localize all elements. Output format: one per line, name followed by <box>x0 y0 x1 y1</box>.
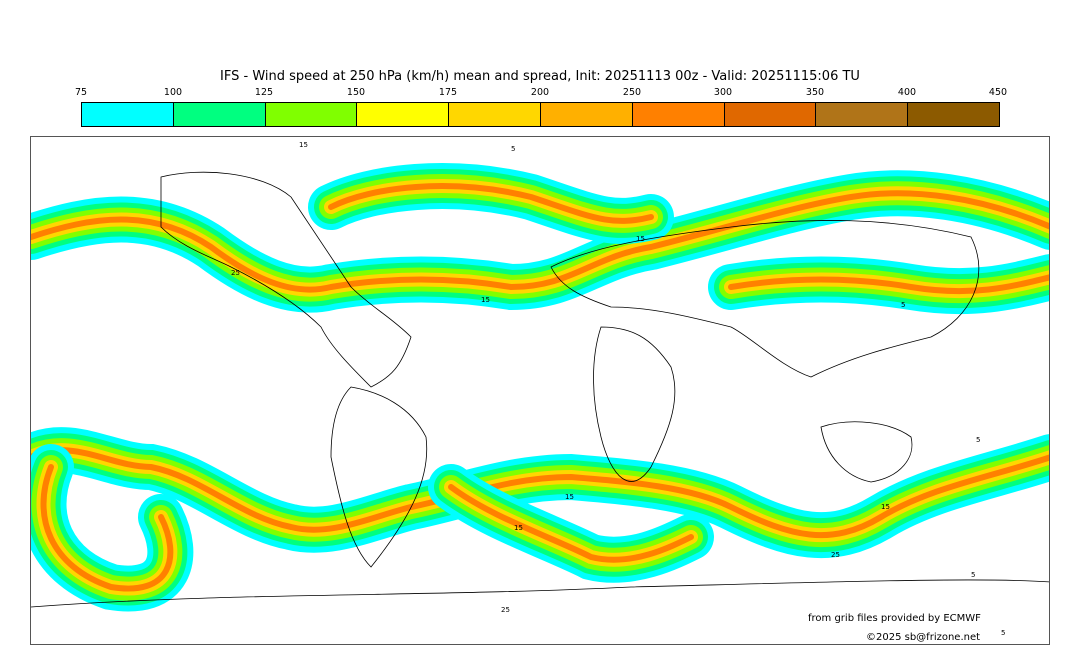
wind-speed-map: 15 5 25 15 15 5 25 15 5 15 5 25 15 5 fro… <box>30 136 1050 645</box>
contour-label: 15 <box>565 493 574 501</box>
wind-bands <box>31 163 1049 612</box>
contour-label: 5 <box>1001 629 1005 637</box>
contour-label: 25 <box>501 606 510 614</box>
map-canvas: 15 5 25 15 15 5 25 15 5 15 5 25 15 5 <box>31 141 1049 637</box>
wind-speed-band <box>31 447 1049 539</box>
legend-swatch <box>449 103 541 126</box>
wind-speed-band <box>31 190 1049 293</box>
legend-tick: 450 <box>988 87 1008 98</box>
wind-speed-band <box>40 464 174 592</box>
contour-label: 5 <box>901 301 905 309</box>
contour-label: 15 <box>481 296 490 304</box>
legend-tick: 75 <box>74 87 88 98</box>
legend-tick: 100 <box>163 87 183 98</box>
contour-label: 25 <box>831 551 840 559</box>
legend-tick: 300 <box>713 87 733 98</box>
contour-label: 25 <box>231 269 240 277</box>
legend-tick: 250 <box>622 87 642 98</box>
legend-tick: 400 <box>897 87 917 98</box>
legend-tick: 350 <box>805 87 825 98</box>
contour-label: 15 <box>881 503 890 511</box>
data-source-credit: from grib files provided by ECMWF <box>808 613 981 624</box>
wind-speed-band <box>448 484 694 563</box>
legend-tick: 200 <box>530 87 550 98</box>
legend-swatch <box>540 103 633 126</box>
legend-swatch <box>816 103 909 126</box>
contour-label: 5 <box>971 571 975 579</box>
legend-swatch <box>265 103 358 126</box>
legend-swatch <box>632 103 725 126</box>
contour-label: 5 <box>976 436 980 444</box>
legend-swatch <box>82 103 174 126</box>
copyright-credit: ©2025 sb@frizone.net <box>866 632 981 643</box>
contour-label: 15 <box>514 524 523 532</box>
color-legend <box>81 102 1000 127</box>
chart-title: IFS - Wind speed at 250 hPa (km/h) mean … <box>220 69 860 84</box>
coastlines <box>31 171 1049 608</box>
legend-swatch <box>357 103 450 126</box>
contour-label: 15 <box>636 235 645 243</box>
contour-label: 5 <box>511 145 515 153</box>
legend-swatch <box>173 103 266 126</box>
legend-swatch <box>908 103 999 126</box>
legend-tick: 175 <box>438 87 458 98</box>
legend-tick: 150 <box>346 87 366 98</box>
contour-label: 15 <box>299 141 308 149</box>
legend-tick: 125 <box>254 87 274 98</box>
legend-swatch <box>724 103 817 126</box>
legend-tick-labels: 75 100 125 150 175 200 250 300 350 400 4… <box>0 87 1080 99</box>
wind-speed-band <box>728 274 1049 295</box>
wind-speed-band <box>328 183 654 224</box>
contour-labels: 15 5 25 15 15 5 25 15 5 15 5 25 15 5 <box>231 141 1005 637</box>
